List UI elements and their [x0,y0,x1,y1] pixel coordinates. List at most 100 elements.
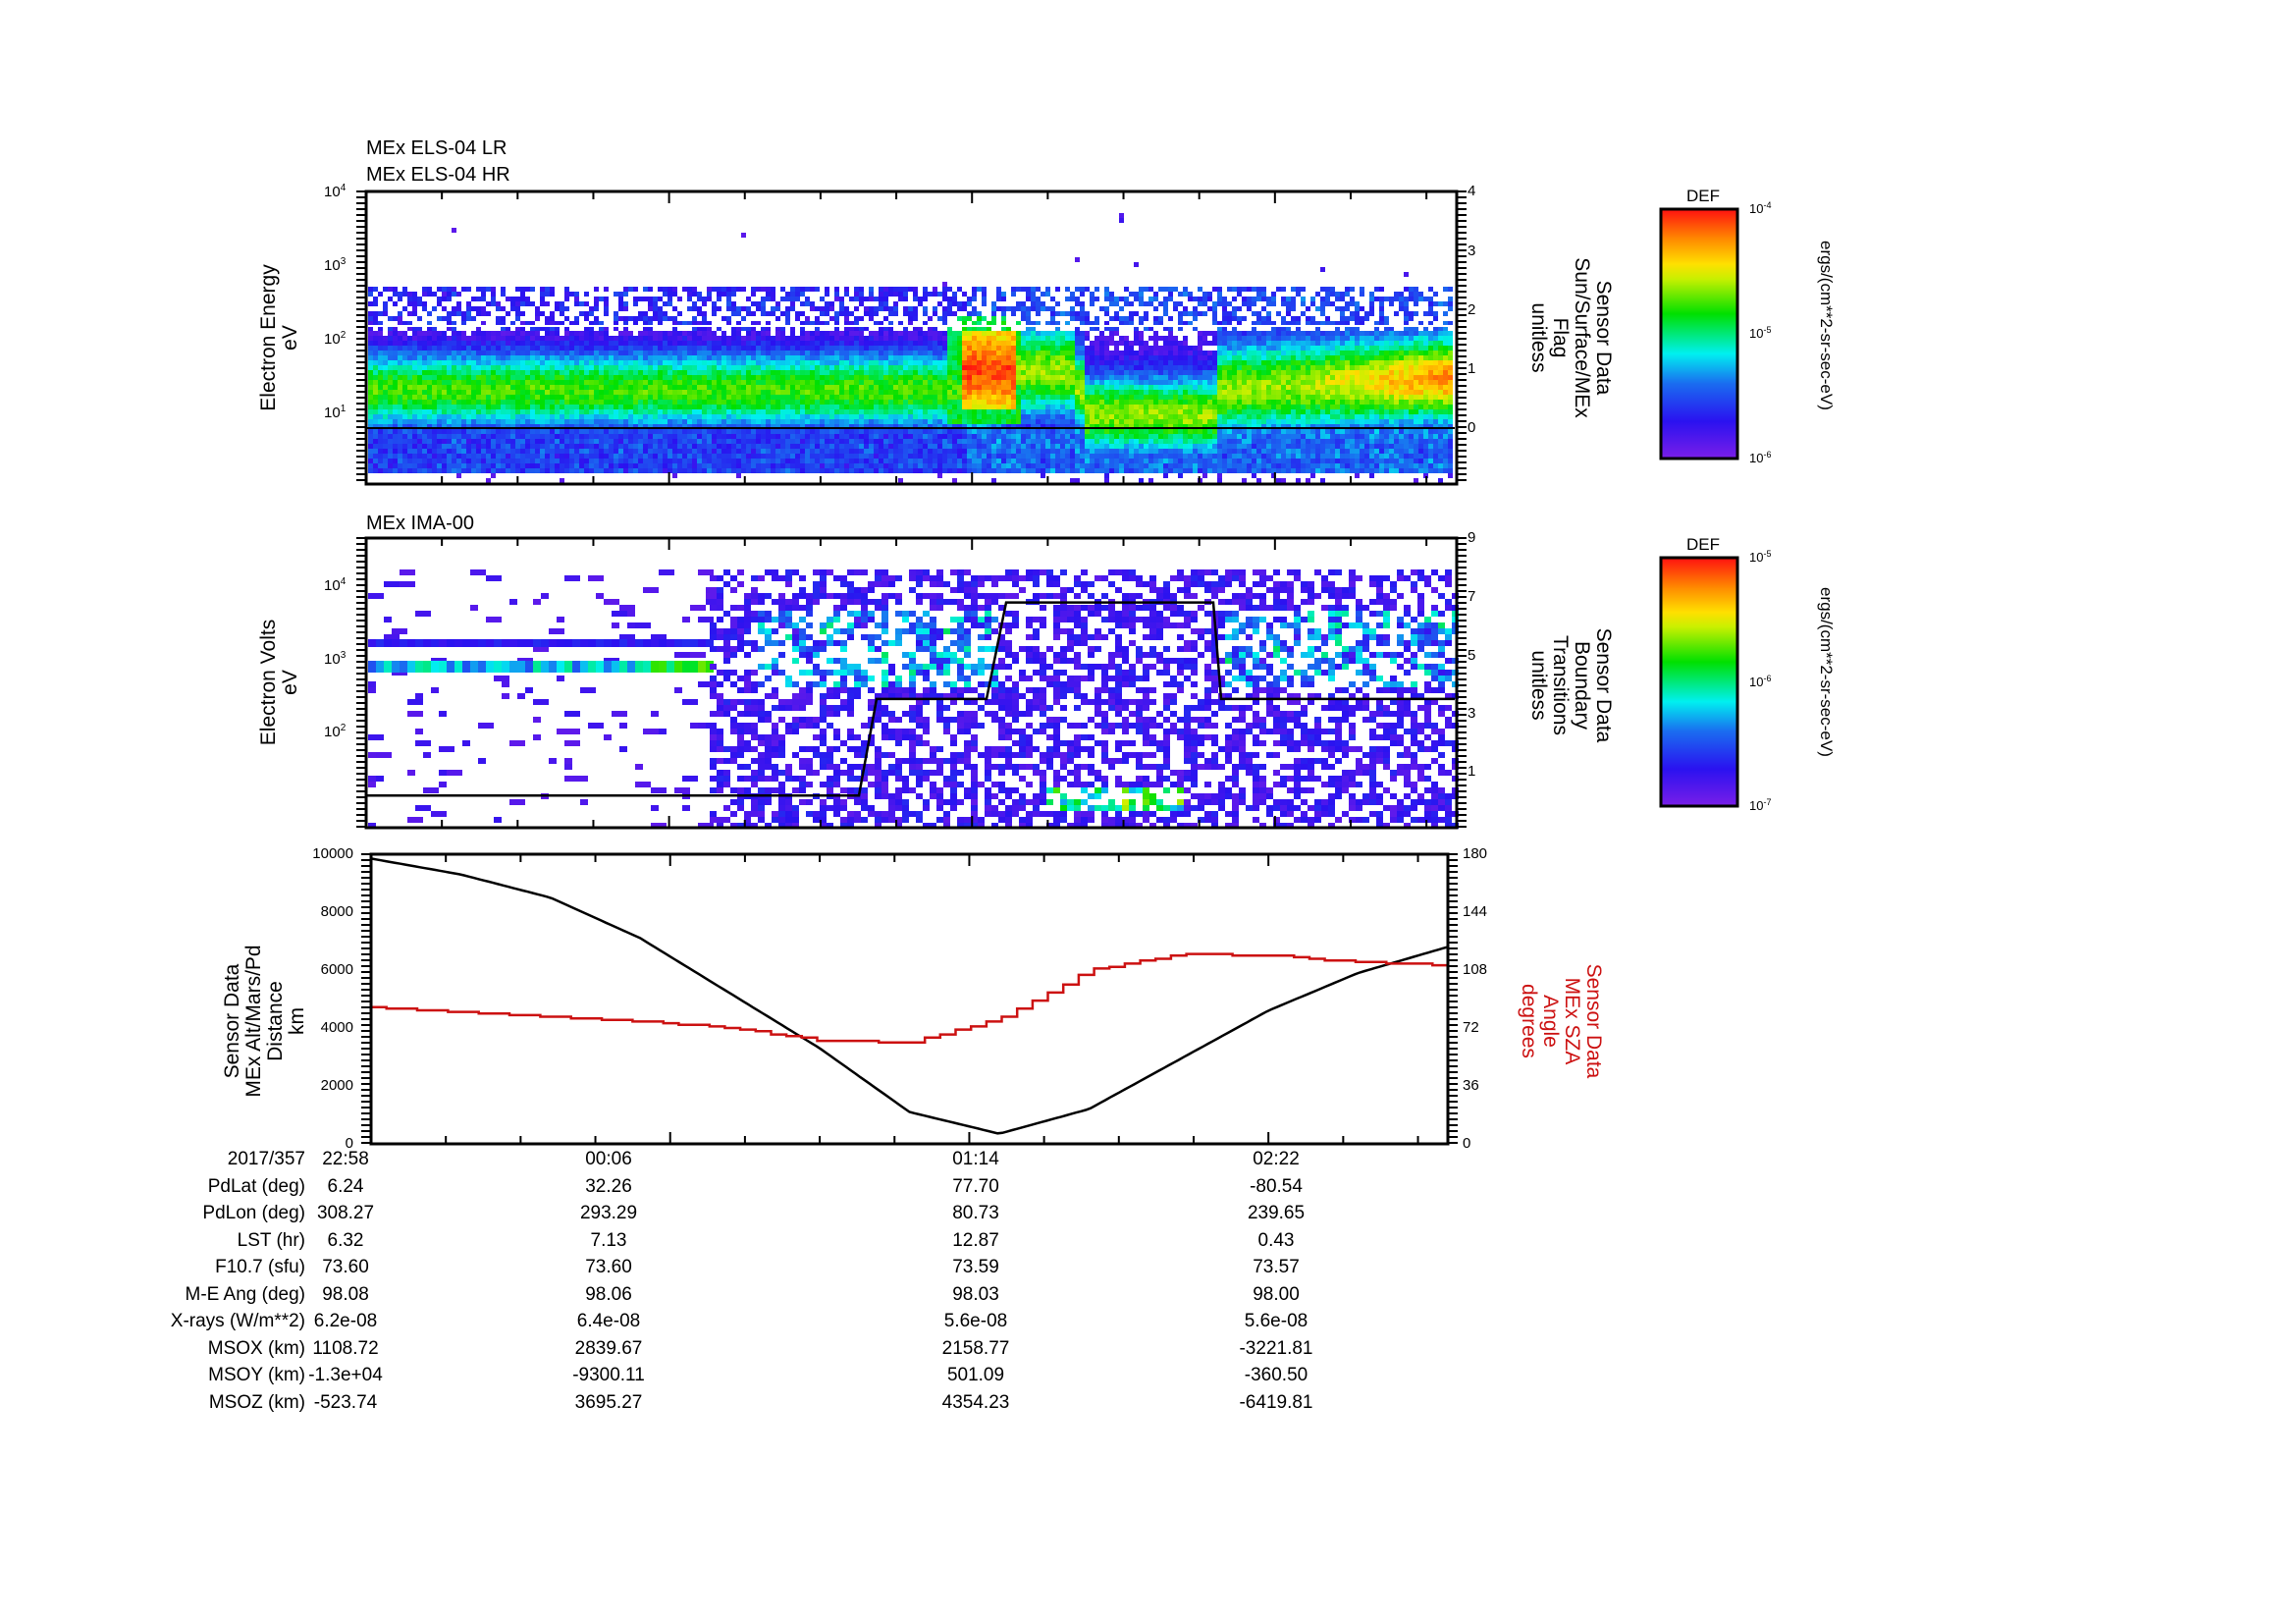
ima-cb-top: 10-5 [1749,549,1772,565]
table-row-label: F10.7 (sfu) [215,1257,305,1277]
ima-right-label-1: Sensor Data [1592,627,1615,743]
ima-ylabel-line1: Electron Volts [257,619,280,746]
els-spectrogram [366,213,1455,483]
table-cell: 5.6e-08 [1244,1311,1308,1331]
table-cell: 4354.23 [941,1391,1010,1413]
orbit-right-label-1: Sensor Data [1582,963,1605,1079]
axes-frames [356,189,1737,1146]
ima-ytick-1e3: 103 [324,650,347,668]
ima-cb-bottom: 10-7 [1749,797,1772,813]
els-ylabel-line1: Electron Energy [257,264,280,411]
ima-cb-unit: ergs/(cm**2-sr-sec-eV) [1817,587,1836,757]
ima-rtick-9: 9 [1468,529,1476,546]
els-right-label: Sensor Data Sun/Surface/MEx Flag unitles… [1527,215,1615,460]
table-cell: 6.24 [327,1175,364,1197]
table-cell: 6.32 [327,1229,364,1251]
ima-rtick-7: 7 [1468,588,1476,605]
els-ylabel-line2: eV [279,325,301,351]
orbit-ylabel: Sensor Data MEx Alt/Mars/Pd Distance km [221,893,308,1149]
orbit-ytick-8000: 8000 [320,903,353,920]
orbit-ytick-4000: 4000 [320,1019,353,1036]
els-cb-top: 10-4 [1749,200,1772,216]
table-time-tick: 00:06 [585,1149,632,1169]
table-cell: 12.87 [952,1229,999,1251]
ima-cb-mid: 10-6 [1749,674,1772,689]
table-row-label: M-E Ang (deg) [185,1283,306,1305]
orbit-right-label-4: degrees [1518,984,1540,1058]
table-cell: 308.27 [316,1203,375,1223]
ima-title: MEx IMA-00 [366,513,475,534]
table-row-label: MSOZ (km) [208,1391,305,1413]
ima-right-label-3: Transitions [1549,635,1572,735]
table-cell: 32.26 [585,1175,632,1197]
table-row-label: MSOX (km) [207,1337,305,1359]
table-cell: 5.6e-08 [943,1311,1008,1331]
table-cell: 3695.27 [574,1391,643,1413]
els-cb-unit: ergs/(cm**2-sr-sec-eV) [1817,241,1836,410]
ima-right-label-2: Boundary [1571,641,1593,730]
orbit-right-label-2: MEx SZA [1561,977,1583,1065]
table-time-tick: 01:14 [952,1149,999,1169]
table-time-tick: 02:22 [1253,1149,1300,1169]
orbit-right-label-3: Angle [1539,995,1562,1048]
table-time-tick: 22:58 [322,1149,369,1169]
els-rtick-4: 4 [1468,183,1476,199]
table-cell: 6.2e-08 [313,1311,378,1331]
els-rtick-3: 3 [1468,243,1476,259]
orbit-ylabel-1: Sensor Data [221,963,243,1079]
orbit-right-label: Sensor Data MEx SZA Angle degrees [1518,893,1605,1149]
table-cell: 1108.72 [312,1337,379,1359]
table-cell: -3221.81 [1239,1337,1313,1359]
orbit-ylabel-2: MEx Alt/Mars/Pd [242,945,265,1098]
els-cb-mid: 10-5 [1749,325,1772,341]
table-cell: 2839.67 [574,1337,643,1359]
table-cell: 73.57 [1253,1257,1300,1277]
els-rtick-0: 0 [1468,419,1476,436]
els-right-label-4: unitless [1527,302,1550,373]
orbit-ytick-6000: 6000 [320,961,353,978]
els-right-label-3: Flag [1549,317,1572,358]
orbit-ytick-2000: 2000 [320,1077,353,1094]
ima-ytick-1e4: 104 [324,576,347,594]
table-cell: 501.09 [946,1365,1005,1385]
orbit-ylabel-3: Distance [264,981,287,1061]
orbit-ytick-10000: 10000 [312,845,353,862]
table-cell: -9300.11 [572,1365,645,1385]
table-cell: -80.54 [1250,1175,1303,1197]
els-rtick-2: 2 [1468,301,1476,318]
table-row-label: PdLat (deg) [207,1175,305,1197]
els-ytick-1e2: 102 [324,330,347,348]
table-cell: -1.3e+04 [308,1365,383,1385]
table-cell: -360.50 [1244,1365,1308,1385]
orbit-rtick-36: 36 [1463,1077,1479,1094]
orbit-rtick-72: 72 [1463,1019,1479,1036]
ima-ytick-1e2: 102 [324,723,347,740]
table-date: 2017/357 [227,1149,305,1169]
table-cell: 73.60 [585,1257,632,1277]
els-right-label-2: Sun/Surface/MEx [1571,257,1593,418]
ima-rtick-5: 5 [1468,647,1476,664]
table-cell: 239.65 [1247,1203,1306,1223]
orbit-ytick-0: 0 [345,1135,353,1152]
ima-right-label: Sensor Data Boundary Transitions unitles… [1527,563,1615,808]
table-cell: 73.60 [322,1257,369,1277]
ima-rtick-1: 1 [1468,763,1476,780]
els-colorbar-title: DEF [1686,187,1720,205]
table-cell: 98.06 [585,1283,632,1305]
table-cell: 77.70 [952,1175,999,1197]
table-cell: 98.03 [952,1283,999,1305]
table-cell: 80.73 [952,1203,999,1223]
orbit-rtick-180: 180 [1463,845,1488,862]
ima-right-label-4: unitless [1527,650,1550,721]
table-row-label: X-rays (W/m**2) [170,1311,305,1331]
els-ytick-1e4: 104 [324,183,347,200]
orbit-lines [370,857,1449,1135]
ima-ylabel: Electron Volts eV [257,594,301,771]
orbit-ylabel-4: km [286,1007,308,1035]
table-cell: 98.00 [1253,1283,1300,1305]
orbit-rtick-108: 108 [1463,961,1488,978]
colorbar-ima [1659,556,1739,808]
orbit-rtick-0: 0 [1463,1135,1471,1152]
table-cell: 73.59 [952,1257,999,1277]
